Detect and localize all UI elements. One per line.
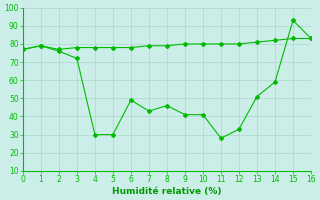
X-axis label: Humidité relative (%): Humidité relative (%) [112,187,222,196]
